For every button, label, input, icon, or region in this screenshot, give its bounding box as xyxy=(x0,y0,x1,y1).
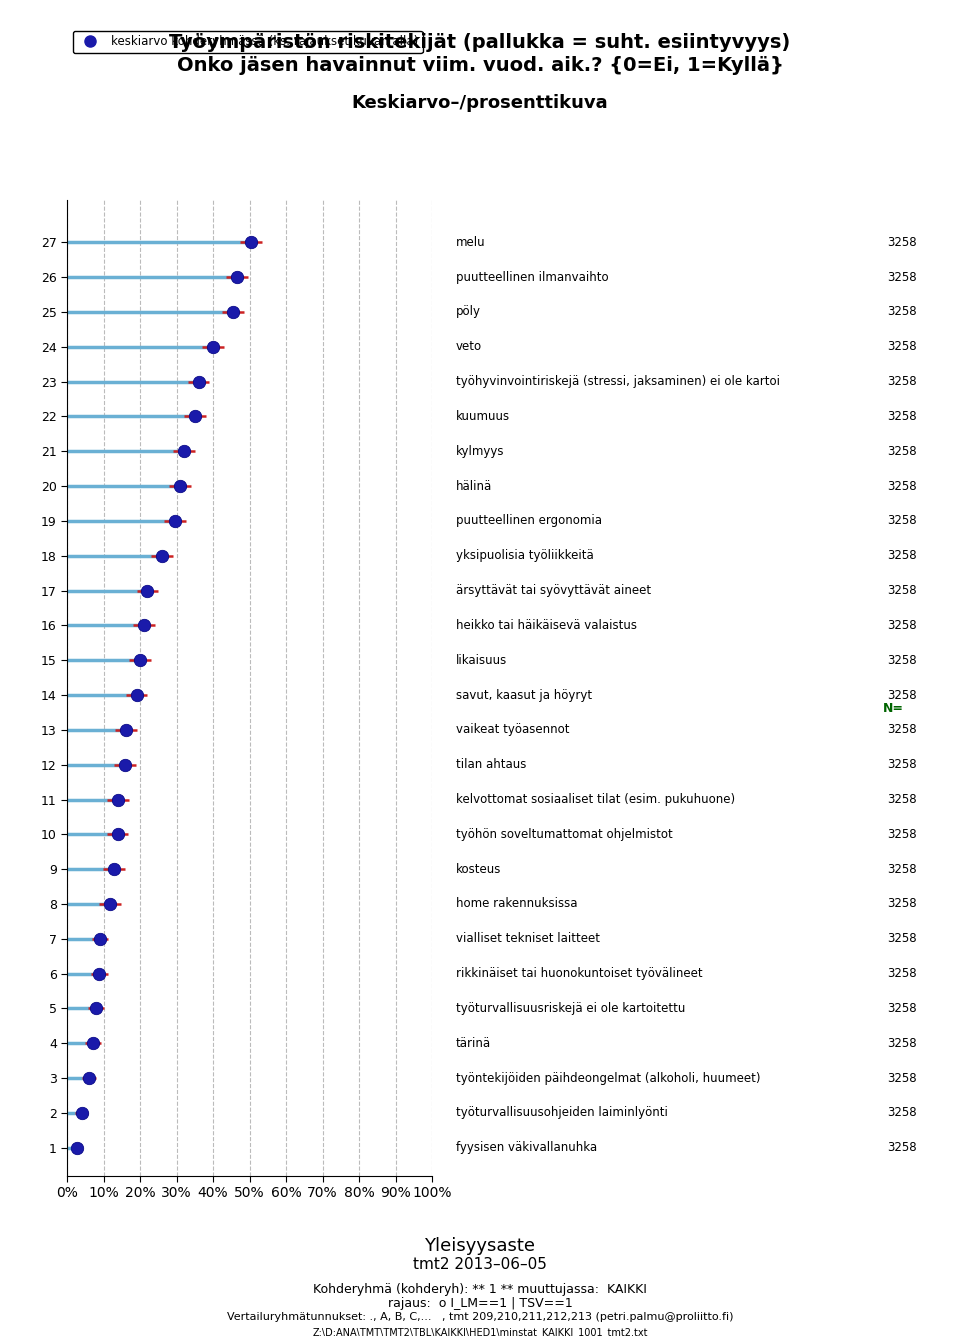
Text: 3258: 3258 xyxy=(887,723,917,736)
Text: 3258: 3258 xyxy=(887,863,917,875)
Text: hälinä: hälinä xyxy=(456,480,492,493)
Text: N=: N= xyxy=(883,701,904,715)
Text: savut, kaasut ja höyryt: savut, kaasut ja höyryt xyxy=(456,688,592,701)
Text: 3258: 3258 xyxy=(887,1141,917,1154)
Text: veto: veto xyxy=(456,341,482,353)
Text: heikko tai häikäisevä valaistus: heikko tai häikäisevä valaistus xyxy=(456,619,637,632)
Text: 3258: 3258 xyxy=(887,828,917,840)
Text: puutteellinen ilmanvaihto: puutteellinen ilmanvaihto xyxy=(456,270,609,283)
Text: 3258: 3258 xyxy=(887,235,917,248)
Text: 3258: 3258 xyxy=(887,758,917,771)
Text: tmt2 2013–06–05: tmt2 2013–06–05 xyxy=(413,1257,547,1272)
Text: kosteus: kosteus xyxy=(456,863,501,875)
Text: 3258: 3258 xyxy=(887,341,917,353)
Text: Keskiarvo–/prosenttikuva: Keskiarvo–/prosenttikuva xyxy=(351,94,609,111)
Text: 3258: 3258 xyxy=(887,967,917,981)
Text: 3258: 3258 xyxy=(887,688,917,701)
Text: 3258: 3258 xyxy=(887,794,917,806)
Text: 3258: 3258 xyxy=(887,514,917,528)
Text: fyysisen väkivallanuhka: fyysisen väkivallanuhka xyxy=(456,1141,597,1154)
Text: 3258: 3258 xyxy=(887,1002,917,1015)
Text: 3258: 3258 xyxy=(887,549,917,562)
Text: 3258: 3258 xyxy=(887,480,917,493)
Text: 3258: 3258 xyxy=(887,1071,917,1085)
Text: vaikeat työasennot: vaikeat työasennot xyxy=(456,723,569,736)
Text: työturvallisuusriskejä ei ole kartoitettu: työturvallisuusriskejä ei ole kartoitett… xyxy=(456,1002,685,1015)
Text: 3258: 3258 xyxy=(887,306,917,318)
Text: työhön soveltumattomat ohjelmistot: työhön soveltumattomat ohjelmistot xyxy=(456,828,673,840)
Text: Onko jäsen havainnut viim. vuod. aik.? {0=Ei, 1=Kyllä}: Onko jäsen havainnut viim. vuod. aik.? {… xyxy=(177,56,783,75)
Text: tärinä: tärinä xyxy=(456,1037,492,1050)
Text: 3258: 3258 xyxy=(887,1106,917,1120)
Text: Vertailuryhmätunnukset: ., A, B, C,...   , tmt 209,210,211,212,213 (petri.palmu@: Vertailuryhmätunnukset: ., A, B, C,... ,… xyxy=(227,1312,733,1321)
Text: 3258: 3258 xyxy=(887,619,917,632)
Legend: keskiarvo kohderyhmässä (ks. rajaukset kuvan alla): keskiarvo kohderyhmässä (ks. rajaukset k… xyxy=(73,31,422,53)
Text: ärsyttävät tai syövyttävät aineet: ärsyttävät tai syövyttävät aineet xyxy=(456,584,651,597)
Text: 3258: 3258 xyxy=(887,584,917,597)
Text: melu: melu xyxy=(456,235,486,248)
Text: yksipuolisia työliikkeitä: yksipuolisia työliikkeitä xyxy=(456,549,593,562)
Text: Kohderyhmä (kohderyh): ** 1 ** muuttujassa:  KAIKKI: Kohderyhmä (kohderyh): ** 1 ** muuttujas… xyxy=(313,1283,647,1296)
Text: rajaus:  o I_LM==1 | TSV==1: rajaus: o I_LM==1 | TSV==1 xyxy=(388,1297,572,1311)
Text: puutteellinen ergonomia: puutteellinen ergonomia xyxy=(456,514,602,528)
Text: kylmyys: kylmyys xyxy=(456,445,505,458)
Text: 3258: 3258 xyxy=(887,445,917,458)
Text: 3258: 3258 xyxy=(887,898,917,911)
Text: työturvallisuusohjeiden laiminlyönti: työturvallisuusohjeiden laiminlyönti xyxy=(456,1106,668,1120)
Text: 3258: 3258 xyxy=(887,410,917,424)
Text: Z:\D:ANA\TMT\TMT2\TBL\KAIKKI\HED1\minstat_KAIKKI_1001_tmt2.txt: Z:\D:ANA\TMT\TMT2\TBL\KAIKKI\HED1\minsta… xyxy=(312,1327,648,1336)
Text: tilan ahtaus: tilan ahtaus xyxy=(456,758,526,771)
Text: 3258: 3258 xyxy=(887,933,917,946)
Text: kelvottomat sosiaaliset tilat (esim. pukuhuone): kelvottomat sosiaaliset tilat (esim. puk… xyxy=(456,794,735,806)
Text: pöly: pöly xyxy=(456,306,481,318)
Text: kuumuus: kuumuus xyxy=(456,410,510,424)
Text: työntekijöiden päihdeongelmat (alkoholi, huumeet): työntekijöiden päihdeongelmat (alkoholi,… xyxy=(456,1071,760,1085)
Text: 3258: 3258 xyxy=(887,375,917,387)
Text: rikkinäiset tai huonokuntoiset työvälineet: rikkinäiset tai huonokuntoiset työväline… xyxy=(456,967,703,981)
Text: työhyvinvointiriskejä (stressi, jaksaminen) ei ole kartoi: työhyvinvointiriskejä (stressi, jaksamin… xyxy=(456,375,780,387)
Text: 3258: 3258 xyxy=(887,270,917,283)
Text: likaisuus: likaisuus xyxy=(456,653,507,667)
Text: Työympäristön riskitekijät (pallukka = suht. esiintyvyys): Työympäristön riskitekijät (pallukka = s… xyxy=(169,33,791,52)
Text: vialliset tekniset laitteet: vialliset tekniset laitteet xyxy=(456,933,600,946)
Text: 3258: 3258 xyxy=(887,653,917,667)
Text: Yleisyysaste: Yleisyysaste xyxy=(424,1237,536,1255)
Text: home rakennuksissa: home rakennuksissa xyxy=(456,898,578,911)
Text: 3258: 3258 xyxy=(887,1037,917,1050)
